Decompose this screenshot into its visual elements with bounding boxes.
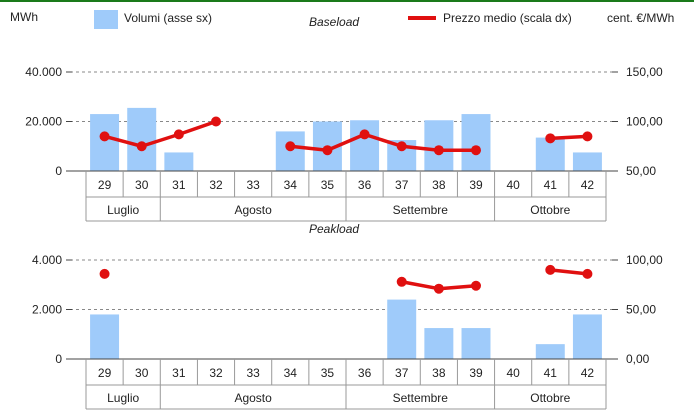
peakload-bar-week-39 <box>461 328 491 359</box>
baseload-week-label-39: 39 <box>469 178 483 192</box>
peakload-month-label-settembre: Settembre <box>393 391 449 405</box>
baseload-price-point-week-30 <box>136 141 147 152</box>
baseload-week-label-32: 32 <box>209 178 223 192</box>
left-axis-unit: MWh <box>10 10 38 24</box>
baseload-price-point-week-31 <box>173 129 184 140</box>
legend-bar-swatch <box>94 10 118 29</box>
baseload-price-point-week-32 <box>211 116 221 127</box>
baseload-price-line <box>290 132 476 152</box>
baseload-week-label-41: 41 <box>544 178 558 192</box>
peakload-price-point-week-41 <box>545 264 556 275</box>
peakload-month-label-luglio: Luglio <box>107 391 139 405</box>
baseload-price-point-week-36 <box>359 129 370 140</box>
peakload-right-tick-label: 100,00 <box>626 253 663 267</box>
baseload-left-tick-label: 0 <box>55 164 62 178</box>
peakload-right-tick-label: 0,00 <box>626 352 650 366</box>
peakload-month-label-ottobre: Ottobre <box>530 391 570 405</box>
baseload-week-label-29: 29 <box>98 178 112 192</box>
peakload-week-label-29: 29 <box>98 366 112 380</box>
peakload-week-label-32: 32 <box>209 366 223 380</box>
peakload-week-label-39: 39 <box>469 366 483 380</box>
right-axis-unit: cent. €/MWh <box>607 11 675 25</box>
chart-title-baseload: Baseload <box>309 15 360 29</box>
peakload-week-label-36: 36 <box>358 366 372 380</box>
baseload-week-label-31: 31 <box>172 178 186 192</box>
baseload-week-label-34: 34 <box>284 178 298 192</box>
baseload-week-label-37: 37 <box>395 178 409 192</box>
peakload-week-label-38: 38 <box>432 366 446 380</box>
baseload-week-label-40: 40 <box>506 178 520 192</box>
peakload-left-tick-label: 2.000 <box>32 303 62 317</box>
peakload-week-label-41: 41 <box>544 366 558 380</box>
baseload-right-tick-label: 100,00 <box>626 115 663 129</box>
baseload-bar-week-39 <box>461 114 491 171</box>
peakload-price-point-week-38 <box>433 283 444 294</box>
baseload-month-label-agosto: Agosto <box>234 203 272 217</box>
baseload-month-label-luglio: Luglio <box>107 203 139 217</box>
baseload-left-tick-label: 20.000 <box>25 115 62 129</box>
peakload-price-line <box>550 268 588 276</box>
baseload-price-point-week-39 <box>471 145 481 156</box>
baseload-week-label-33: 33 <box>246 178 260 192</box>
baseload-price-point-week-41 <box>545 133 556 144</box>
baseload-price-line <box>104 119 217 148</box>
baseload-price-point-week-35 <box>322 145 333 156</box>
peakload-price-point-week-42 <box>582 268 593 279</box>
baseload-week-label-30: 30 <box>135 178 149 192</box>
peakload-price-point-week-37 <box>396 276 407 287</box>
peakload-left-tick-label: 0 <box>55 352 62 366</box>
peakload-price-point-week-39 <box>471 280 481 291</box>
peakload-week-label-42: 42 <box>581 366 595 380</box>
peakload-left-tick-label: 4.000 <box>32 253 62 267</box>
peakload-week-label-35: 35 <box>321 366 335 380</box>
peakload-week-label-40: 40 <box>506 366 520 380</box>
baseload-right-tick-label: 150,00 <box>626 65 663 79</box>
peakload-price-point-week-29 <box>99 268 110 279</box>
peakload-bar-week-29 <box>90 314 120 359</box>
top-rule <box>0 0 694 2</box>
baseload-bar-week-42 <box>572 152 602 171</box>
peakload-right-tick-label: 50,00 <box>626 303 656 317</box>
baseload-price-point-week-42 <box>582 131 593 142</box>
baseload-month-label-settembre: Settembre <box>393 203 449 217</box>
baseload-price-line <box>550 134 588 141</box>
peakload-month-label-agosto: Agosto <box>234 391 272 405</box>
baseload-week-label-35: 35 <box>321 178 335 192</box>
peakload-week-label-31: 31 <box>172 366 186 380</box>
peakload-bar-week-42 <box>572 314 602 359</box>
baseload-week-label-38: 38 <box>432 178 446 192</box>
baseload-price-point-week-37 <box>396 141 407 152</box>
baseload-month-label-ottobre: Ottobre <box>530 203 570 217</box>
chart-title-peakload: Peakload <box>309 222 360 236</box>
baseload-bar-week-30 <box>127 107 157 171</box>
legend-line-label: Prezzo medio (scala dx) <box>443 11 572 25</box>
baseload-left-tick-label: 40.000 <box>25 65 62 79</box>
baseload-price-point-week-34 <box>285 141 296 152</box>
baseload-bar-week-31 <box>164 152 194 171</box>
peakload-bar-week-41 <box>535 344 565 359</box>
baseload-right-tick-label: 50,00 <box>626 164 656 178</box>
legend-bar-label: Volumi (asse sx) <box>124 11 213 25</box>
peakload-week-label-37: 37 <box>395 366 409 380</box>
peakload-week-label-33: 33 <box>246 366 260 380</box>
legend-line-swatch <box>408 16 436 20</box>
baseload-week-label-36: 36 <box>358 178 372 192</box>
peakload-bar-week-38 <box>424 328 454 359</box>
baseload-price-point-week-38 <box>433 145 444 156</box>
baseload-price-point-week-29 <box>99 131 110 142</box>
peakload-week-label-34: 34 <box>284 366 298 380</box>
peakload-bar-week-37 <box>387 299 417 359</box>
baseload-bar-week-36 <box>350 120 380 171</box>
baseload-week-label-42: 42 <box>581 178 595 192</box>
baseload-bar-week-29 <box>90 114 120 171</box>
peakload-week-label-30: 30 <box>135 366 149 380</box>
